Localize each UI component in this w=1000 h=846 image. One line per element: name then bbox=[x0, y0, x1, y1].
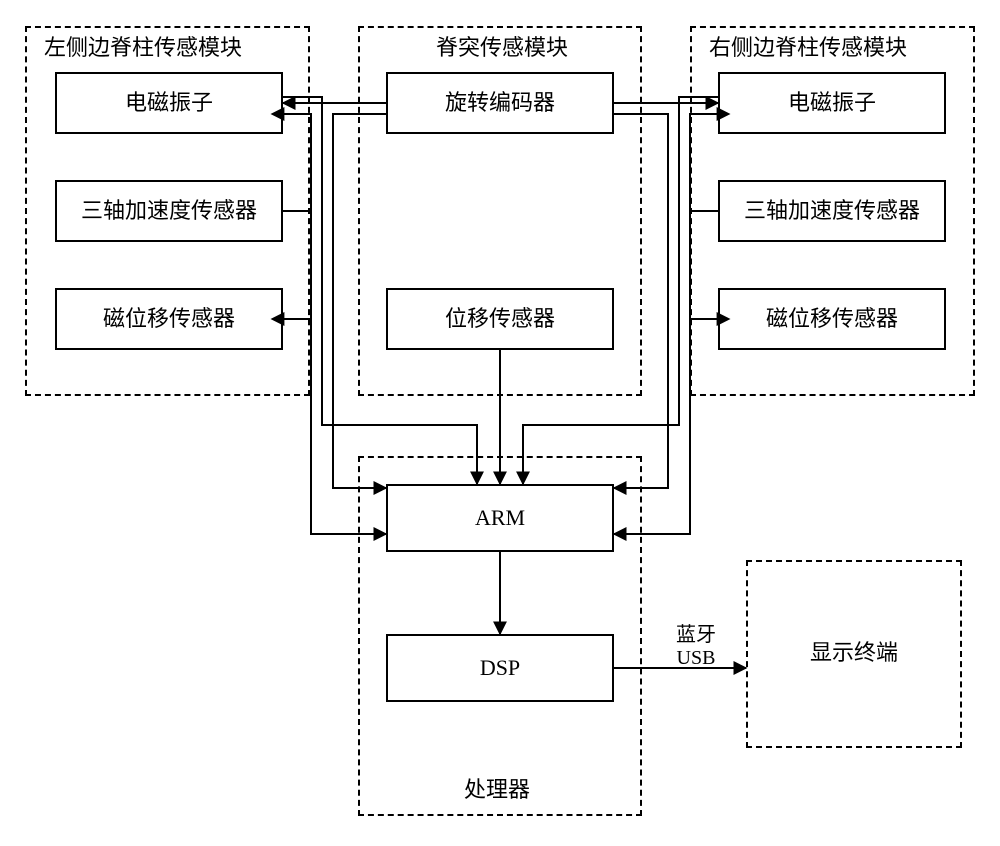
label-arm: ARM bbox=[475, 505, 525, 531]
conn-label: 蓝牙 USB bbox=[676, 618, 716, 670]
label-dsp: DSP bbox=[480, 655, 520, 681]
label-l3: 磁位移传感器 bbox=[103, 306, 235, 332]
conn-label-line1: 蓝牙 bbox=[676, 618, 716, 647]
box-l3: 磁位移传感器 bbox=[55, 288, 283, 350]
label-term: 显示终端 bbox=[810, 640, 898, 666]
label-l2: 三轴加速度传感器 bbox=[81, 198, 257, 224]
title-right: 右侧边脊柱传感模块 bbox=[705, 30, 911, 62]
title-left: 左侧边脊柱传感模块 bbox=[40, 30, 246, 62]
label-r1: 电磁振子 bbox=[788, 90, 876, 116]
conn-label-line2: USB bbox=[676, 647, 716, 670]
label-c3: 位移传感器 bbox=[445, 306, 555, 332]
box-dsp: DSP bbox=[386, 634, 614, 702]
title-proc: 处理器 bbox=[460, 772, 534, 804]
title-center: 脊突传感模块 bbox=[432, 30, 572, 62]
label-l1: 电磁振子 bbox=[125, 90, 213, 116]
label-c1: 旋转编码器 bbox=[445, 90, 555, 116]
box-arm: ARM bbox=[386, 484, 614, 552]
box-l2: 三轴加速度传感器 bbox=[55, 180, 283, 242]
box-l1: 电磁振子 bbox=[55, 72, 283, 134]
box-c3: 位移传感器 bbox=[386, 288, 614, 350]
box-r1: 电磁振子 bbox=[718, 72, 946, 134]
box-r3: 磁位移传感器 bbox=[718, 288, 946, 350]
label-r3: 磁位移传感器 bbox=[766, 306, 898, 332]
box-c1: 旋转编码器 bbox=[386, 72, 614, 134]
label-r2: 三轴加速度传感器 bbox=[744, 198, 920, 224]
box-r2: 三轴加速度传感器 bbox=[718, 180, 946, 242]
box-term-label: 显示终端 bbox=[768, 624, 940, 682]
